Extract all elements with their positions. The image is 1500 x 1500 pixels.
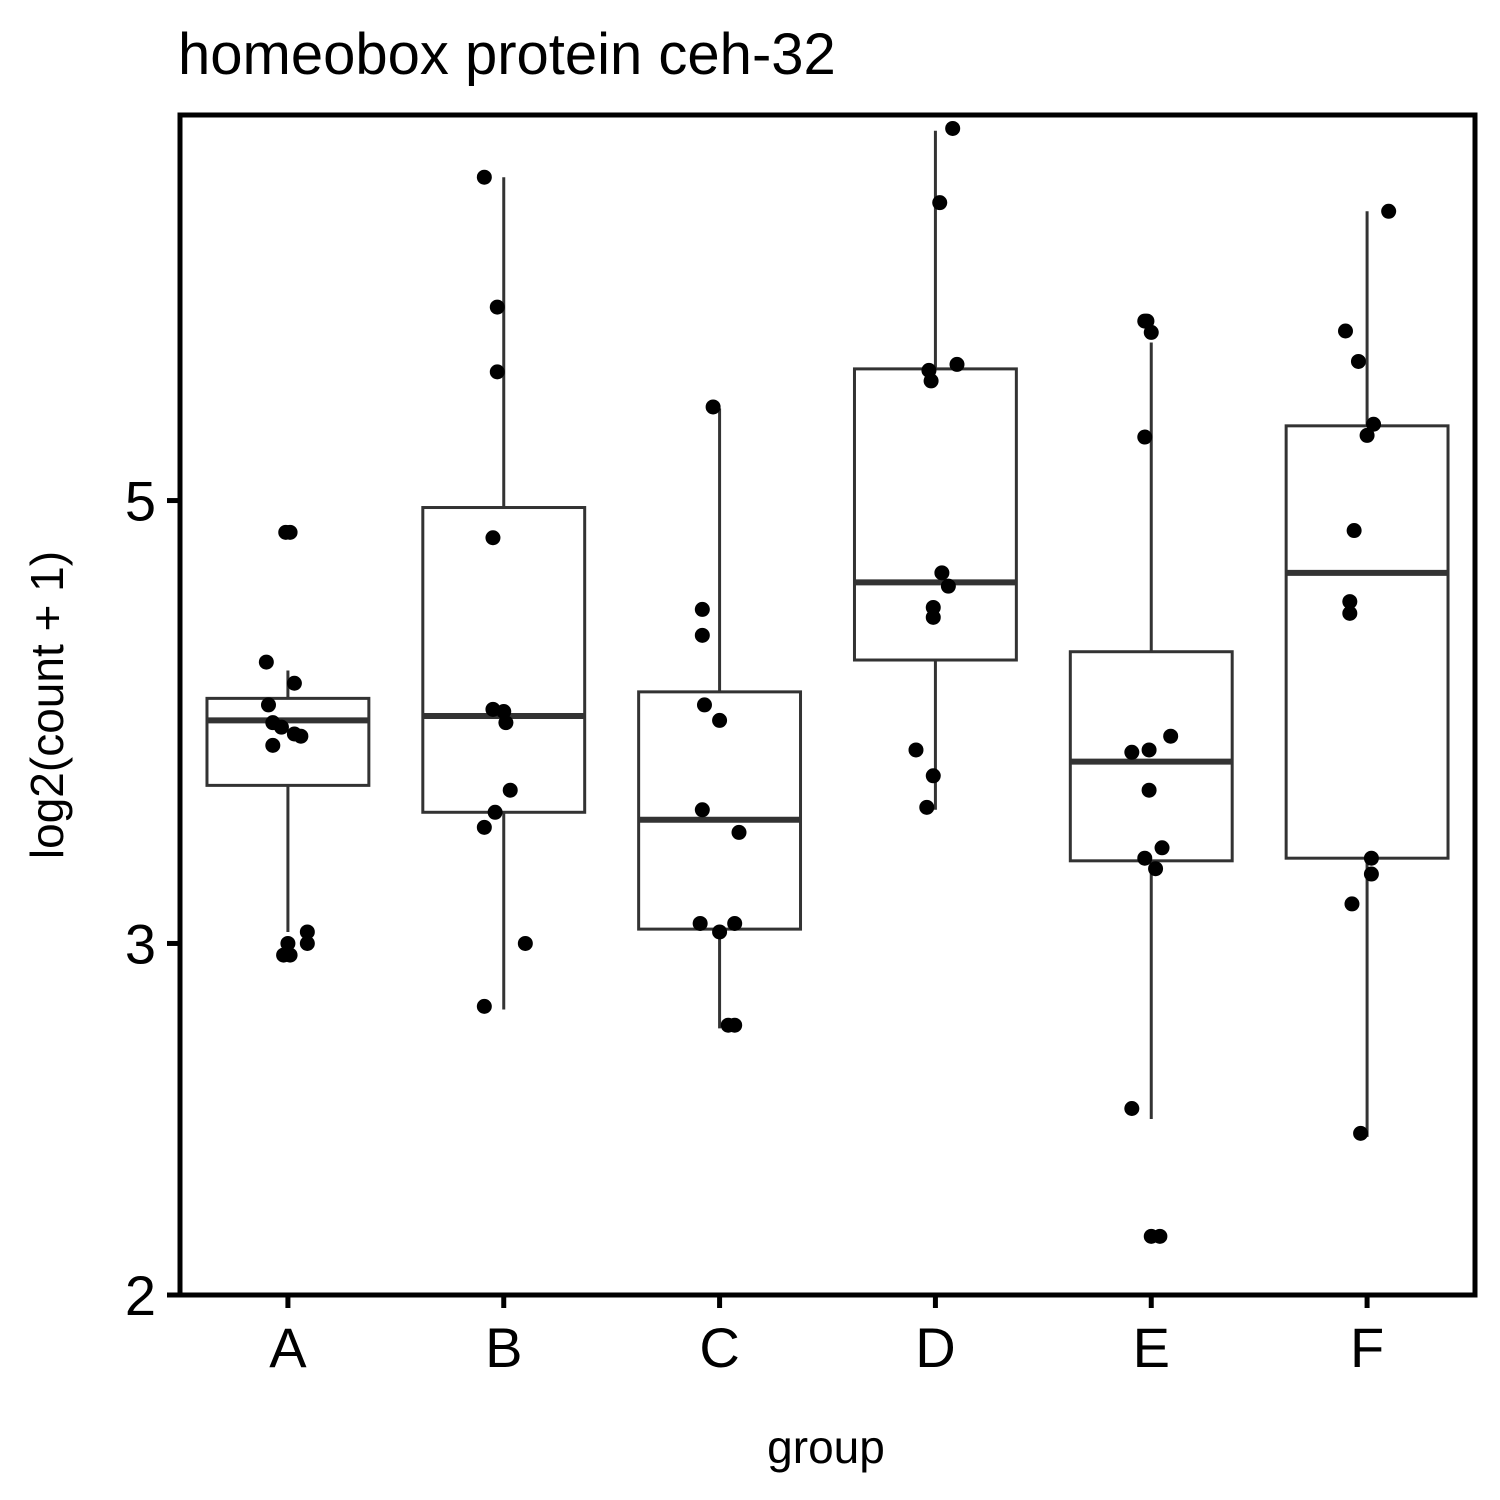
data-point-a — [260, 697, 276, 713]
data-point-c — [727, 915, 743, 931]
data-point-d — [908, 742, 924, 758]
data-point-b — [498, 715, 514, 731]
data-point-d — [923, 373, 939, 389]
data-point-c — [712, 924, 728, 940]
data-point-a — [258, 654, 274, 670]
box-iqr — [421, 506, 587, 814]
data-point-f — [1338, 323, 1353, 339]
data-point-c — [712, 712, 728, 728]
y-tick-label: 3 — [125, 912, 156, 975]
box-a — [205, 670, 371, 932]
data-point-c — [727, 1017, 743, 1033]
data-point-a — [265, 737, 281, 753]
x-tick-label: E — [1133, 1316, 1170, 1379]
data-point-f — [1342, 594, 1358, 610]
data-point-d — [945, 120, 961, 136]
data-point-c — [705, 399, 721, 415]
data-point-a — [280, 935, 296, 951]
data-point-e — [1124, 744, 1140, 760]
data-point-d — [940, 578, 956, 594]
plot-area — [177, 112, 1478, 1298]
data-point-b — [476, 169, 492, 185]
x-tick-label: B — [485, 1316, 522, 1379]
box-c — [637, 408, 803, 1029]
data-point-d — [949, 356, 965, 372]
data-point-e — [1143, 324, 1159, 340]
data-point-f — [1381, 203, 1397, 219]
data-point-f — [1366, 416, 1382, 432]
box-f — [1284, 211, 1450, 1137]
y-tick-label: 5 — [125, 470, 156, 533]
data-point-e — [1137, 313, 1153, 329]
data-point-b — [517, 935, 533, 951]
data-point-b — [489, 299, 505, 315]
data-point-a — [299, 935, 315, 951]
data-point-a — [299, 924, 315, 940]
data-point-c — [696, 697, 712, 713]
data-point-b — [485, 530, 501, 546]
box-layer — [205, 130, 1450, 1137]
data-point-f — [1363, 850, 1379, 866]
data-point-e — [1154, 840, 1170, 856]
data-point-d — [932, 195, 948, 211]
box-iqr — [637, 690, 803, 931]
data-point-c — [694, 601, 710, 617]
data-point-b — [487, 804, 503, 820]
box-e — [1068, 342, 1234, 1120]
box-iqr — [205, 696, 371, 787]
point-layer — [258, 120, 1397, 1244]
data-point-b — [502, 782, 518, 798]
data-point-b — [476, 998, 492, 1014]
data-point-d — [925, 609, 941, 625]
x-tick-label: C — [699, 1316, 739, 1379]
data-point-c — [694, 627, 710, 643]
data-point-c — [692, 915, 708, 931]
data-point-e — [1137, 850, 1153, 866]
y-tick-label: 2 — [125, 1264, 156, 1327]
data-point-b — [476, 819, 492, 835]
data-point-f — [1342, 605, 1358, 621]
data-point-d — [919, 799, 935, 815]
data-point-e — [1141, 782, 1157, 798]
box-b — [421, 177, 587, 1010]
x-axis-title: group — [767, 1421, 885, 1473]
plot-frame — [177, 112, 1478, 1298]
data-point-d — [934, 565, 950, 581]
box-d — [852, 130, 1018, 810]
data-point-f — [1353, 1125, 1369, 1141]
data-point-e — [1141, 742, 1157, 758]
x-tick-label: A — [269, 1316, 307, 1379]
data-point-e — [1163, 728, 1179, 744]
box-iqr — [1284, 424, 1450, 860]
axis-layer: 2 3 5 A B C D E F — [125, 470, 1384, 1379]
y-axis-title: log2(count + 1) — [21, 551, 73, 859]
data-point-a — [282, 947, 298, 963]
data-point-c — [694, 802, 710, 818]
x-tick-label: D — [915, 1316, 955, 1379]
data-point-f — [1363, 866, 1379, 882]
data-point-c — [731, 824, 747, 840]
data-point-b — [489, 364, 505, 380]
data-point-a — [282, 524, 298, 540]
data-point-e — [1124, 1100, 1140, 1116]
data-point-f — [1344, 896, 1360, 912]
data-point-d — [925, 768, 941, 784]
data-point-f — [1346, 523, 1362, 539]
data-point-b — [496, 704, 512, 720]
data-point-a — [293, 728, 309, 744]
data-point-f — [1359, 427, 1375, 443]
x-tick-label: F — [1350, 1316, 1384, 1379]
data-point-a — [286, 675, 302, 691]
data-point-f — [1350, 353, 1366, 369]
chart-title: homeobox protein ceh-32 — [178, 22, 836, 87]
data-point-e — [1137, 429, 1153, 445]
data-point-a — [273, 719, 289, 735]
data-point-e — [1148, 861, 1164, 877]
data-point-e — [1152, 1228, 1168, 1244]
